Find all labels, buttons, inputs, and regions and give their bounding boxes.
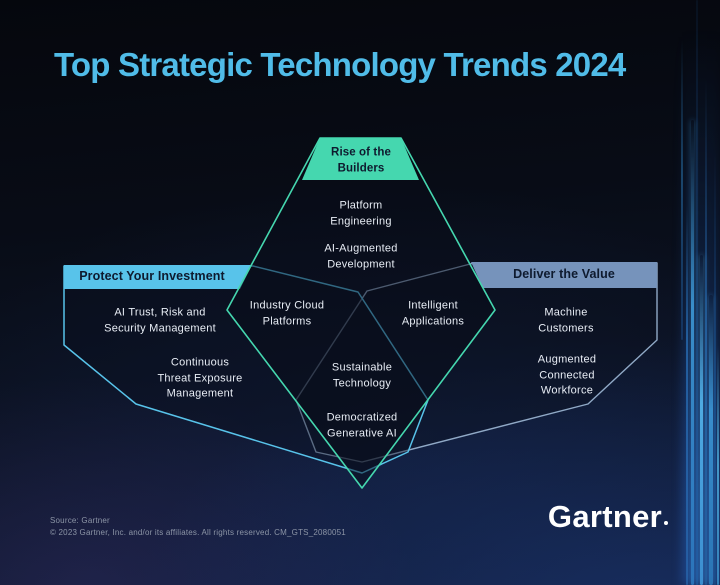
protect-header-bar [64,265,252,289]
source-attribution: Source: Gartner [50,516,110,525]
trend-augmented-connected-workforce: Augmented Connected Workforce [537,353,597,397]
gartner-logo-text: Gartner [547,499,662,534]
copyright-notice: © 2023 Gartner, Inc. and/or its affiliat… [50,528,346,537]
trend-sustainable-technology: Sustainable Technology [331,361,393,389]
registered-mark-dot [664,521,668,525]
builders-header-trapezoid [302,138,419,180]
trend-ai-augmented-development: AI-Augmented Development [324,242,398,270]
trend-intelligent-applications: Intelligent Applications [401,299,465,327]
protect-header-label: Protect Your Investment [79,269,225,284]
builders-header-label: Rise of the Builders [331,146,391,175]
trend-ai-trust-risk-security: AI Trust, Risk and Security Management [104,306,216,334]
deliver-header-bar [471,262,657,288]
trend-industry-cloud-platforms: Industry Cloud Platforms [249,299,325,327]
builders-kite-shape [226,137,496,489]
trend-machine-customers: Machine Customers [538,306,594,334]
deliver-header-label: Deliver the Value [513,267,615,282]
trend-democratized-generative-ai: Democratized Generative AI [326,411,398,439]
trend-continuous-threat-exposure: Continuous Threat Exposure Management [157,356,243,400]
gartner-logo: Gartner [548,499,668,535]
trend-platform-engineering: Platform Engineering [330,199,392,227]
page-title: Top Strategic Technology Trends 2024 [54,46,626,83]
